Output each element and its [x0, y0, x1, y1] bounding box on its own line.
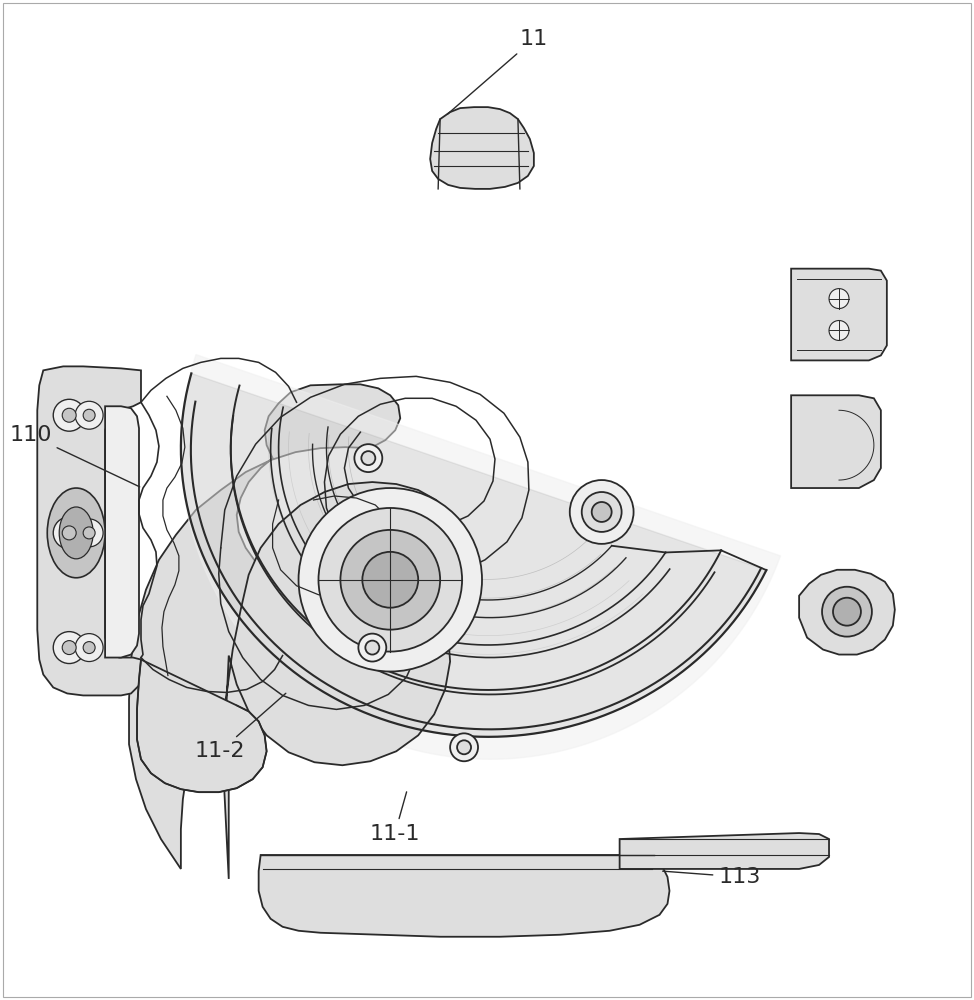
Circle shape	[341, 530, 440, 630]
Circle shape	[62, 641, 76, 655]
Circle shape	[318, 508, 462, 652]
Polygon shape	[223, 482, 460, 879]
Circle shape	[75, 519, 103, 547]
Ellipse shape	[48, 488, 105, 578]
Circle shape	[829, 289, 849, 309]
Circle shape	[362, 552, 418, 608]
Polygon shape	[105, 406, 139, 658]
Polygon shape	[181, 355, 780, 759]
Circle shape	[822, 587, 872, 637]
Polygon shape	[129, 384, 400, 869]
Circle shape	[457, 740, 471, 754]
Circle shape	[355, 444, 383, 472]
Polygon shape	[431, 107, 534, 189]
Circle shape	[358, 634, 387, 662]
Polygon shape	[619, 833, 829, 869]
Text: 110: 110	[10, 425, 139, 487]
Circle shape	[54, 632, 85, 664]
Circle shape	[83, 642, 95, 654]
Polygon shape	[799, 570, 895, 655]
Circle shape	[75, 401, 103, 429]
Circle shape	[450, 733, 478, 761]
Circle shape	[361, 451, 375, 465]
Polygon shape	[791, 395, 880, 488]
Circle shape	[570, 480, 633, 544]
Circle shape	[62, 526, 76, 540]
Polygon shape	[791, 269, 887, 360]
Circle shape	[54, 517, 85, 549]
Text: 113: 113	[662, 867, 761, 887]
Ellipse shape	[59, 507, 94, 559]
Text: 11-2: 11-2	[195, 693, 285, 761]
Circle shape	[591, 502, 612, 522]
Circle shape	[829, 321, 849, 340]
Polygon shape	[259, 855, 669, 937]
Text: 11-1: 11-1	[369, 792, 420, 844]
Circle shape	[75, 634, 103, 662]
Circle shape	[581, 492, 621, 532]
Circle shape	[833, 598, 861, 626]
Text: 11: 11	[447, 29, 547, 114]
Circle shape	[83, 527, 95, 539]
Polygon shape	[137, 660, 267, 792]
Polygon shape	[37, 366, 141, 695]
Circle shape	[83, 409, 95, 421]
Circle shape	[365, 641, 379, 655]
Circle shape	[299, 488, 482, 672]
Circle shape	[54, 399, 85, 431]
Polygon shape	[181, 373, 767, 737]
Circle shape	[62, 408, 76, 422]
